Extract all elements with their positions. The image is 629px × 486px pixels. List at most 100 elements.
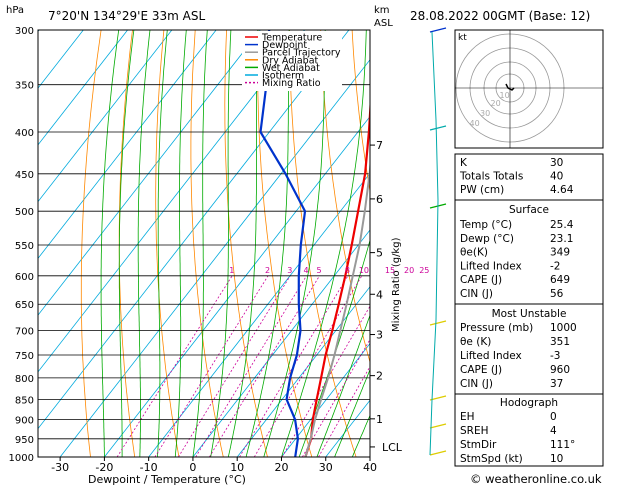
- index-label: Lifted Index: [460, 260, 522, 272]
- hodograph-ring-label: 10: [500, 91, 510, 100]
- index-value: 10: [550, 453, 563, 465]
- index-label: PW (cm): [460, 184, 504, 196]
- pressure-tick-label: 1000: [9, 453, 34, 464]
- isotherm-line: [281, 342, 370, 457]
- index-label: CIN (J): [460, 378, 493, 390]
- index-value: 40: [550, 171, 563, 183]
- pressure-tick-label: 800: [15, 374, 34, 385]
- index-value: 23.1: [550, 233, 573, 245]
- index-label: θe (K): [460, 336, 491, 348]
- parcel-trajectory-line: [304, 158, 370, 457]
- dewpoint-line: [259, 30, 307, 457]
- hodograph-ring-label: 40: [470, 119, 480, 128]
- wet-adiabat-line: [316, 314, 370, 457]
- x-tick-label: 10: [230, 461, 244, 474]
- legend-label: Dry Adiabat: [262, 55, 319, 66]
- isotherm-line: [236, 286, 370, 457]
- mixing-ratio-label: 15: [385, 266, 395, 275]
- pressure-tick-label: 550: [15, 241, 34, 252]
- index-label: Lifted Index: [460, 350, 522, 362]
- x-tick-label: 30: [319, 461, 333, 474]
- km-tick-label: 3: [376, 329, 383, 342]
- wind-barb: [429, 423, 447, 429]
- index-label: StmSpd (kt): [460, 453, 523, 465]
- hpa-label: hPa: [6, 5, 24, 16]
- wet-adiabat-line: [334, 368, 370, 457]
- isotherm-line: [38, 30, 350, 430]
- pressure-tick-label: 750: [15, 351, 34, 362]
- index-value: -3: [550, 350, 560, 362]
- legend-box: [242, 31, 342, 91]
- mixing-ratio-axis-label: Mixing Ratio (g/kg): [391, 237, 402, 332]
- mixing-ratio-label: 5: [317, 266, 322, 275]
- pressure-tick-label: 850: [15, 395, 34, 406]
- mixing-ratio-label: 8: [345, 266, 350, 275]
- wind-barb: [429, 395, 447, 401]
- isotherm-line: [38, 30, 217, 260]
- index-label: CIN (J): [460, 288, 493, 300]
- pressure-tick-label: 600: [15, 272, 34, 283]
- mixing-ratio-line: [154, 275, 269, 457]
- km-tick-label: 7: [376, 139, 383, 152]
- isotherm-line: [148, 172, 370, 457]
- mixing-ratio-label: 10: [359, 266, 369, 275]
- wind-barb: [429, 125, 447, 131]
- location-title: 7°20'N 134°29'E 33m ASL: [48, 9, 205, 23]
- index-value: 4: [550, 425, 557, 437]
- wet-adiabat-line: [210, 30, 232, 457]
- mixing-ratio-label: 3: [287, 266, 292, 275]
- wet-adiabat-line: [137, 30, 151, 457]
- x-tick-label: -30: [51, 461, 69, 474]
- index-label: Dewp (°C): [460, 233, 514, 245]
- x-axis-label: Dewpoint / Temperature (°C): [88, 473, 246, 486]
- mixing-ratio-line: [302, 338, 370, 457]
- mixing-ratio-label: 1: [229, 266, 234, 275]
- km-tick-label: 6: [376, 193, 383, 206]
- pressure-tick-label: 400: [15, 128, 34, 139]
- pressure-tick-label: 300: [15, 26, 34, 37]
- dry-adiabat-line: [351, 30, 370, 194]
- isotherm-line: [38, 30, 84, 89]
- legend-label: Parcel Trajectory: [262, 48, 341, 59]
- datetime-title: 28.08.2022 00GMT (Base: 12): [410, 9, 590, 23]
- legend-label: Wet Adiabat: [262, 63, 320, 74]
- x-tick-label: -10: [140, 461, 158, 474]
- index-label: θe(K): [460, 247, 488, 259]
- index-value: 960: [550, 364, 570, 376]
- mixing-ratio-label: 25: [419, 266, 429, 275]
- wind-barbs: [429, 27, 447, 456]
- index-label: CAPE (J): [460, 364, 502, 376]
- mixing-ratio-label: 2: [265, 266, 270, 275]
- pressure-tick-label: 500: [15, 207, 34, 218]
- index-value: 0: [550, 411, 557, 423]
- panel-section-title: Most Unstable: [492, 308, 567, 320]
- wind-barb: [429, 450, 447, 456]
- mixing-ratio-line: [318, 365, 370, 457]
- km-label: km: [374, 5, 390, 16]
- index-label: SREH: [460, 425, 489, 437]
- isotherm-line: [59, 59, 370, 457]
- index-value: 37: [550, 378, 563, 390]
- index-value: 111°: [550, 439, 575, 451]
- mixing-ratio-label: 4: [304, 266, 309, 275]
- x-tick-label: 0: [189, 461, 196, 474]
- km-tick-label: 1: [376, 413, 383, 426]
- temperature-line: [304, 104, 370, 457]
- panel-section-title: Hodograph: [500, 397, 558, 409]
- index-label: Temp (°C): [459, 219, 512, 231]
- wet-adiabat-line: [174, 30, 187, 457]
- hodograph-trace: [505, 83, 515, 91]
- asl-label: ASL: [374, 18, 393, 29]
- dry-adiabat-line: [603, 30, 629, 457]
- isotherm-line: [38, 30, 128, 146]
- hodograph-unit: kt: [458, 33, 467, 43]
- index-value: 349: [550, 247, 570, 259]
- index-label: EH: [460, 411, 475, 423]
- km-tick-label: 2: [376, 370, 383, 383]
- index-label: Totals Totals: [459, 171, 523, 183]
- legend-label: Temperature: [261, 33, 322, 44]
- index-value: -2: [550, 260, 560, 272]
- pressure-tick-label: 650: [15, 300, 34, 311]
- pressure-tick-label: 450: [15, 170, 34, 181]
